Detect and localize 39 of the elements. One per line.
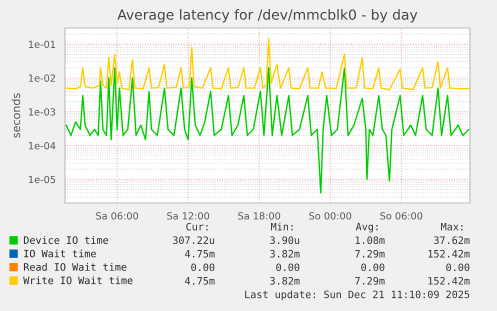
y-tick-label: 1e-02 bbox=[28, 74, 55, 82]
text: 3.90u bbox=[270, 236, 300, 244]
text: 7.29m bbox=[355, 250, 385, 258]
y-tick-label: 1e-04 bbox=[28, 142, 56, 150]
text: 4.75m bbox=[184, 277, 215, 285]
y-tick-label: 1e-01 bbox=[28, 40, 56, 48]
text: 37.62m bbox=[434, 236, 470, 244]
legend-label: Read IO Wait time bbox=[24, 262, 126, 271]
chart-title: Average latency for /dev/mmcblk0 - by day bbox=[117, 9, 418, 23]
y-axis-title: seconds bbox=[12, 93, 20, 138]
text: 152.42m bbox=[428, 277, 470, 285]
x-tick-label: Sa 12:00 bbox=[167, 212, 210, 220]
legend-label: Device IO time bbox=[24, 236, 108, 244]
legend-label: IO Wait time bbox=[24, 250, 96, 258]
text: 0.00 bbox=[276, 263, 300, 272]
y-tick-label: 1e-03 bbox=[28, 108, 56, 116]
text: 0.00 bbox=[361, 263, 384, 272]
text: 1.08m bbox=[356, 236, 385, 244]
text: Avg: bbox=[356, 222, 378, 232]
text: 4.75m bbox=[184, 250, 215, 258]
text: Min: bbox=[271, 222, 293, 230]
x-tick-label: So 06:00 bbox=[380, 212, 422, 220]
line-series bbox=[65, 67, 470, 194]
text: Cur: bbox=[186, 222, 208, 230]
text: 3.82m bbox=[270, 250, 300, 258]
text: 3.82m bbox=[270, 277, 300, 285]
y-tick-label: 1e-05 bbox=[28, 176, 56, 184]
x-tick-label: So 00:00 bbox=[309, 212, 352, 220]
x-tick-label: Sa 18:00 bbox=[238, 212, 280, 220]
text: Max: bbox=[441, 222, 463, 230]
text: 0.00 bbox=[446, 263, 470, 272]
text: 307.22u bbox=[172, 236, 214, 244]
text: 7.29m bbox=[355, 277, 385, 285]
legend-label: Write IO Wait time bbox=[23, 276, 133, 284]
text: 152.42m bbox=[428, 250, 470, 258]
text: 0.00 bbox=[191, 263, 214, 272]
text: Last update: Sun Dec 21 11:10:09 2025 bbox=[245, 290, 470, 300]
x-tick-label: Sa 06:00 bbox=[96, 212, 138, 220]
line-series bbox=[65, 37, 470, 90]
